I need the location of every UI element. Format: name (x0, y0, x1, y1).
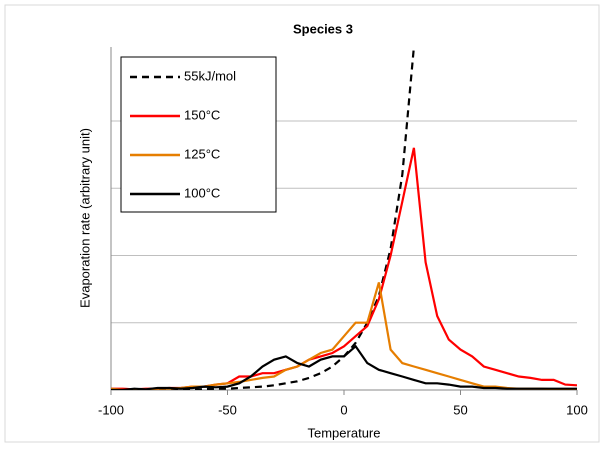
x-tick-label: 50 (453, 402, 467, 417)
legend-label: 55kJ/mol (184, 68, 236, 83)
chart-title: Species 3 (293, 21, 353, 36)
x-tick-label: 0 (340, 402, 347, 417)
y-axis-label: Evaporation rate (arbitrary unit) (77, 128, 92, 308)
series-line (111, 344, 577, 390)
legend-label: 150°C (184, 107, 220, 122)
plot-area (111, 47, 577, 390)
x-tick-label: -100 (98, 402, 124, 417)
series-line (111, 282, 577, 390)
x-tick-label: 100 (566, 402, 588, 417)
legend-box (120, 56, 277, 213)
x-axis-label: Temperature (308, 425, 381, 440)
chart-frame (4, 4, 600, 443)
legend-label: 125°C (184, 146, 220, 161)
x-tick-label: -50 (218, 402, 237, 417)
legend-label: 100°C (184, 185, 220, 200)
